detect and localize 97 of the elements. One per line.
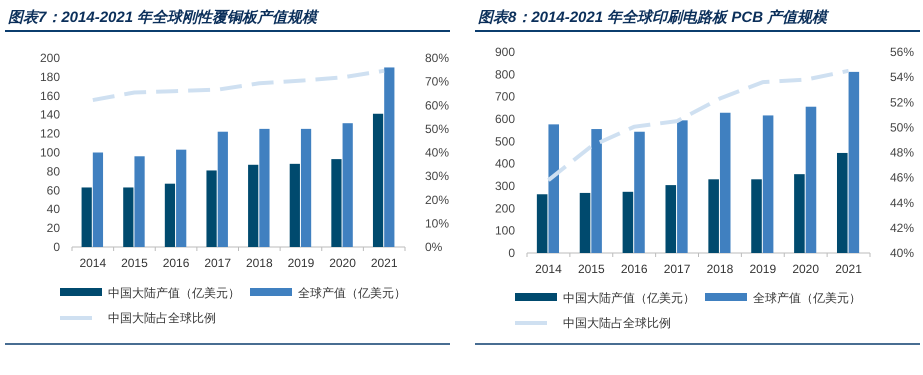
bar	[134, 156, 145, 247]
y-tick-label: 100	[40, 146, 60, 160]
y2-tick-label: 70%	[425, 74, 450, 89]
x-tick-label: 2018	[246, 256, 273, 270]
x-tick-label: 2018	[706, 262, 734, 276]
x-tick-label: 2020	[329, 256, 356, 270]
y2-tick-label: 40%	[425, 146, 450, 160]
bar	[580, 192, 590, 253]
x-tick-label: 2019	[288, 256, 315, 270]
y2-tick-label: 42%	[890, 220, 914, 235]
y2-tick-label: 80%	[425, 51, 450, 65]
y-tick-label: 300	[494, 179, 516, 193]
bar	[331, 159, 342, 247]
bar	[290, 164, 300, 247]
y-tick-label: 20	[46, 221, 60, 236]
bar	[92, 152, 104, 247]
y2-tick-label: 46%	[890, 170, 914, 185]
bar	[248, 164, 258, 247]
bar	[300, 128, 312, 247]
y2-tick-label: 50%	[425, 122, 450, 136]
y-tick-label: 400	[494, 156, 516, 171]
bar	[836, 152, 848, 253]
legend-label: 中国大陆占全球比例	[108, 311, 216, 325]
y-tick-label: 500	[494, 134, 516, 148]
legend-label: 全球产值（亿美元）	[753, 291, 861, 305]
x-tick-label: 2016	[620, 262, 648, 276]
y-tick-label: 600	[494, 112, 516, 126]
legend-label: 中国大陆产值（亿美元）	[563, 291, 695, 305]
y2-tick-label: 60%	[425, 98, 450, 112]
x-tick-label: 2017	[204, 256, 232, 270]
x-tick-label: 2021	[835, 262, 862, 276]
bar	[372, 114, 384, 247]
bar	[634, 132, 645, 253]
y-tick-label: 800	[494, 67, 516, 82]
bar	[762, 115, 774, 253]
legend-label: 全球产值（亿美元）	[298, 286, 406, 300]
x-tick-label: 2015	[578, 262, 605, 276]
y-tick-label: 160	[40, 88, 60, 103]
y-tick-label: 700	[494, 90, 516, 104]
y2-tick-label: 56%	[890, 45, 914, 59]
y-tick-label: 60	[46, 183, 60, 198]
bar	[164, 184, 176, 247]
chart-title: 图表7：2014-2021 年全球刚性覆铜板产值规模	[8, 8, 320, 26]
legend-label: 中国大陆产值（亿美元）	[108, 286, 240, 300]
x-tick-label: 2015	[121, 256, 148, 270]
line-series	[546, 68, 851, 182]
y-tick-label: 900	[494, 45, 516, 59]
y-tick-label: 80	[46, 164, 60, 178]
bar	[665, 185, 676, 253]
bar	[751, 179, 762, 253]
y-tick-label: 40	[46, 202, 60, 216]
y2-tick-label: 54%	[890, 70, 914, 84]
y2-tick-label: 40%	[890, 246, 914, 260]
y-tick-label: 120	[40, 126, 60, 141]
legend-label: 中国大陆占全球比例	[563, 316, 671, 330]
y-tick-label: 100	[494, 224, 516, 238]
y2-tick-label: 52%	[890, 95, 914, 110]
x-tick-label: 2017	[664, 262, 691, 276]
bar	[384, 67, 394, 247]
y-tick-label: 200	[494, 201, 516, 216]
bar	[794, 174, 805, 253]
bar	[218, 132, 228, 247]
bar	[82, 187, 92, 247]
y2-tick-label: 10%	[425, 216, 450, 230]
bar	[342, 123, 353, 247]
line-series	[90, 68, 386, 102]
y-tick-label: 140	[40, 108, 60, 122]
x-tick-label: 2014	[79, 256, 106, 270]
bar	[848, 72, 860, 253]
y2-tick-label: 50%	[890, 120, 914, 134]
bar	[720, 112, 731, 253]
bar	[123, 187, 134, 247]
bar	[536, 194, 548, 253]
bar	[708, 179, 719, 253]
bar	[548, 124, 560, 253]
x-tick-label: 2019	[749, 262, 776, 276]
y2-tick-label: 0%	[425, 240, 443, 254]
x-tick-label: 2016	[162, 256, 190, 270]
bar	[677, 120, 688, 253]
chart-title: 图表8：2014-2021 年全球印刷电路板 PCB 产值规模	[478, 8, 830, 26]
bar	[806, 106, 816, 253]
x-tick-label: 2020	[792, 262, 820, 276]
x-tick-label: 2014	[535, 262, 562, 276]
bar	[622, 192, 634, 253]
y2-tick-label: 44%	[890, 196, 914, 210]
y-tick-label: 0	[508, 246, 516, 260]
x-tick-label: 2021	[370, 256, 398, 270]
y2-tick-label: 30%	[425, 169, 450, 184]
bar	[206, 170, 217, 247]
y2-tick-label: 48%	[890, 146, 914, 160]
bar	[591, 129, 602, 253]
y2-tick-label: 20%	[425, 192, 450, 207]
bar	[176, 150, 186, 247]
y-tick-label: 0	[53, 240, 60, 254]
y-tick-label: 200	[40, 51, 60, 65]
y-tick-label: 180	[40, 70, 60, 84]
bar	[259, 128, 270, 247]
